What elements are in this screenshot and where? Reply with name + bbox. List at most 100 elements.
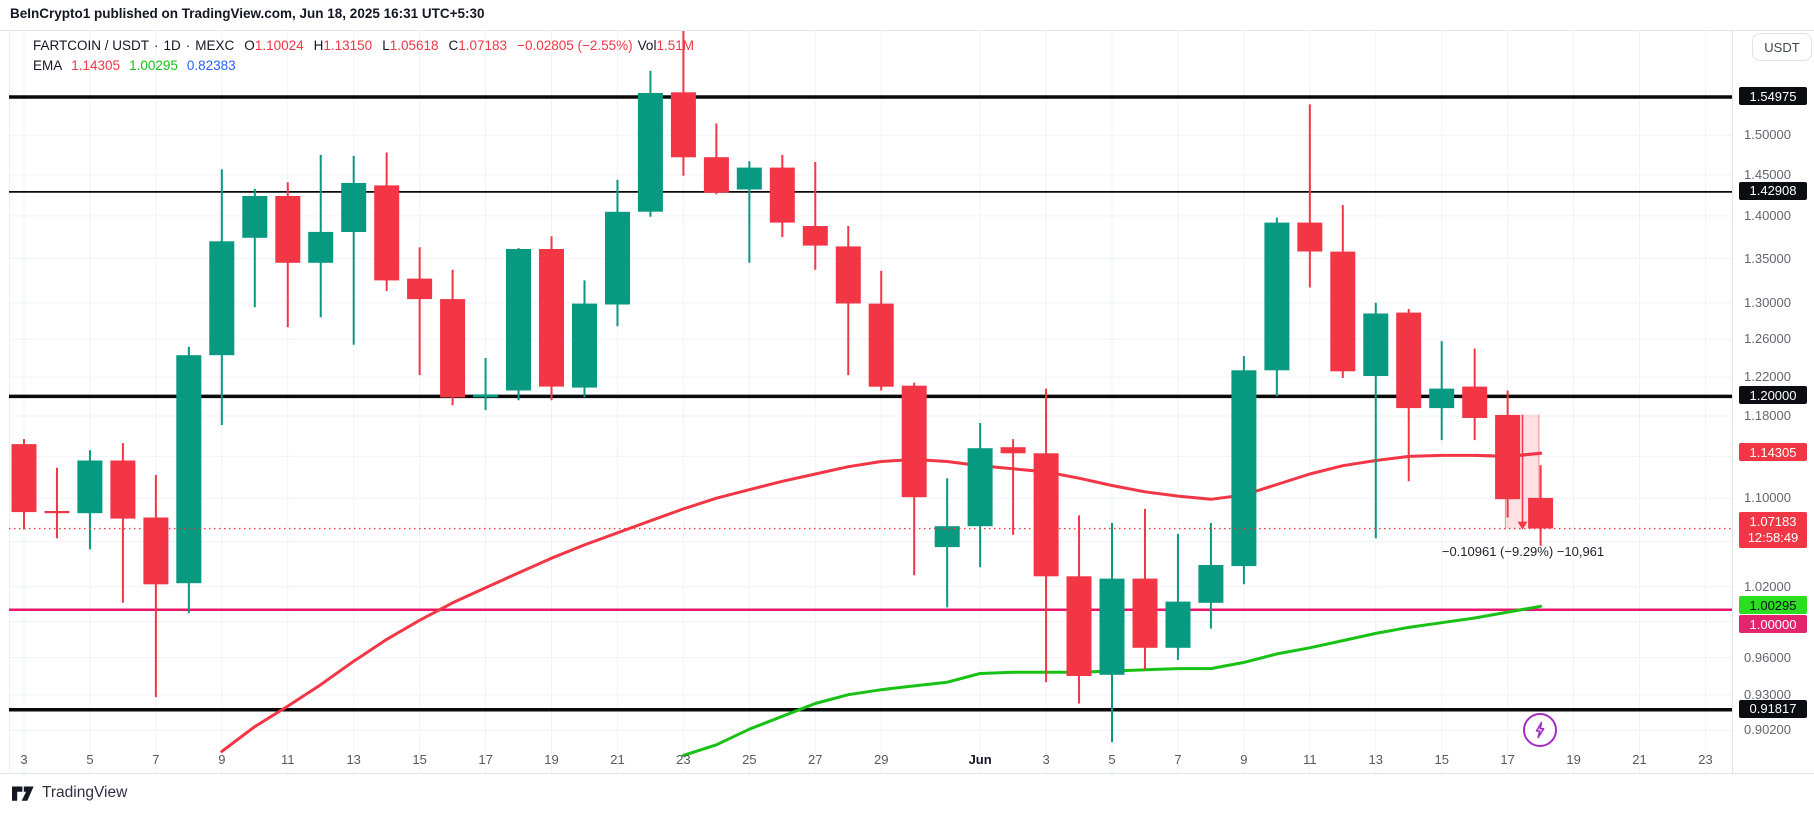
last-price-countdown-badge: 1.07183 12:58:49 [1739, 511, 1807, 548]
candle-body [110, 460, 136, 519]
change-value: −0.02805 (−2.55%) [517, 38, 633, 53]
price-level-badge: 1.20000 [1739, 386, 1807, 405]
time-axis-label: 5 [86, 752, 94, 767]
time-axis-label: 13 [1368, 752, 1383, 767]
candle-body [572, 303, 597, 388]
candle-body [967, 448, 993, 527]
price-axis-separator [1732, 30, 1733, 773]
ema-green-value: 1.00295 [129, 58, 178, 73]
time-axis-label: 21 [1632, 752, 1647, 767]
candle-body [670, 92, 696, 158]
candle-body [1330, 251, 1356, 372]
timeframe-label[interactable]: 1D [163, 38, 181, 53]
high-label: H [313, 38, 324, 53]
candle-body [440, 299, 466, 398]
candle-body [1396, 312, 1422, 409]
separator-dot: · [154, 38, 159, 53]
low-value: 1.05618 [389, 38, 439, 53]
time-axis-label: 11 [281, 752, 295, 767]
high-value: 1.13150 [323, 38, 373, 53]
ema-blue-value: 0.82383 [186, 58, 236, 73]
candle-body [802, 226, 828, 246]
price-tick-label: 1.40000 [1744, 207, 1791, 223]
last-price-value: 1.07183 [1749, 513, 1797, 529]
candle-body [275, 196, 301, 263]
price-tick-label: 0.96000 [1744, 649, 1791, 665]
candle-body [407, 278, 433, 300]
time-axis-label: Jun [968, 752, 992, 767]
close-value: 1.07183 [458, 38, 508, 53]
time-axis-label: 27 [808, 752, 823, 767]
time-axis-label: 25 [742, 752, 757, 767]
candle-body [341, 183, 367, 232]
separator-dot: · [185, 38, 191, 53]
time-axis-label: 21 [610, 752, 625, 767]
candle-body [1132, 578, 1158, 648]
exchange-label: MEXC [195, 38, 235, 53]
page-title: BeInCrypto1 published on TradingView.com… [10, 6, 485, 21]
time-axis-label: 7 [1174, 752, 1182, 767]
candle-body [1000, 447, 1026, 454]
time-axis-label: 19 [544, 752, 559, 767]
price-axis[interactable]: 1.50000 1.45000 1.40000 1.35000 1.30000 1.260… [1733, 30, 1814, 773]
candle-body [308, 231, 334, 263]
price-tick-label: 1.10000 [1744, 490, 1791, 506]
volume: Vol1.51M [638, 37, 699, 54]
candle-body [44, 511, 70, 514]
candle-body [637, 93, 663, 212]
candle-body [703, 157, 729, 193]
time-axis-label: 5 [1108, 752, 1116, 767]
time-axis-label: 11 [1303, 752, 1317, 767]
price-tick-label: 1.30000 [1744, 294, 1791, 310]
close-label: C [448, 38, 459, 53]
time-axis-label: 9 [1240, 752, 1248, 767]
currency-unit-button[interactable]: USDT [1752, 33, 1812, 61]
price-tick-label: 1.35000 [1744, 250, 1791, 266]
chart-top-border [0, 30, 1814, 31]
chart-left-border [9, 30, 10, 773]
flash-actions-button[interactable] [1523, 713, 1557, 747]
ema-red-line [220, 451, 1543, 753]
price-tick-label: 1.22000 [1744, 369, 1791, 384]
candle-body [1231, 370, 1257, 567]
ohlc-high: H1.13150 [314, 37, 378, 54]
candle-body [1066, 576, 1092, 676]
time-axis-label: 3 [20, 752, 28, 767]
candle-body [835, 246, 861, 304]
candle-body [605, 211, 630, 305]
chart-legend: FARTCOIN / USDT · 1D · MEXC O1.10024 H1.… [33, 37, 704, 77]
candle-body [77, 460, 103, 514]
candle-body [1462, 386, 1488, 418]
candle-body [242, 196, 268, 238]
time-axis-label: 23 [1698, 752, 1713, 767]
lightning-icon [1535, 721, 1545, 739]
tradingview-wordmark: TradingView [42, 784, 128, 801]
price-tick-label: 1.26000 [1744, 331, 1791, 347]
candle-body [736, 167, 762, 190]
volume-label: Vol [637, 38, 657, 53]
candle-body [934, 526, 960, 548]
tradingview-logo-icon [12, 786, 34, 801]
candle-body [1429, 388, 1455, 409]
candle-body [1099, 578, 1125, 675]
time-axis-label: 3 [1042, 752, 1050, 767]
volume-value: 1.51M [656, 38, 694, 53]
price-tick-label: 0.93000 [1744, 686, 1791, 702]
price-level-badge: 0.91817 [1739, 699, 1807, 718]
symbol-name[interactable]: FARTCOIN / USDT [33, 38, 150, 53]
open-label: O [244, 38, 255, 53]
ema-red-value: 1.14305 [71, 58, 121, 73]
candle-body [868, 303, 894, 387]
ema-price-badge: 1.00295 [1739, 596, 1807, 615]
price-tick-label: 1.02000 [1744, 578, 1791, 594]
candle-body [1297, 222, 1323, 252]
footer-branding[interactable]: TradingView [12, 784, 127, 802]
ema-label[interactable]: EMA [33, 58, 63, 73]
ohlc-open: O1.10024 [244, 37, 308, 54]
time-axis-label: 13 [346, 752, 361, 767]
open-value: 1.10024 [254, 38, 304, 53]
time-axis-label: 29 [873, 752, 889, 767]
candle-body [1264, 222, 1290, 371]
